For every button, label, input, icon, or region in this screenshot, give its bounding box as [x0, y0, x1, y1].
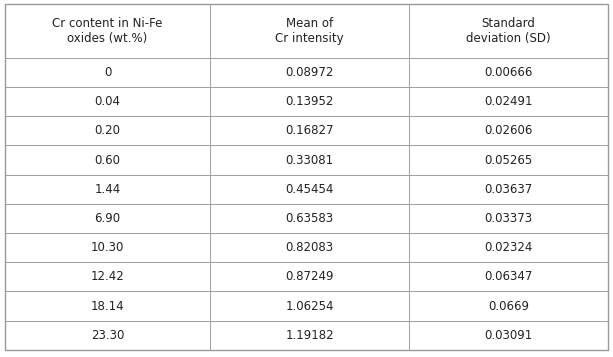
Text: 0.33081: 0.33081 — [286, 154, 333, 167]
Bar — [210, 233, 409, 262]
Text: 1.06254: 1.06254 — [285, 300, 333, 313]
Text: 0.06347: 0.06347 — [484, 270, 533, 283]
Text: 1.19182: 1.19182 — [285, 329, 334, 342]
Bar — [409, 116, 608, 145]
Text: 0.08972: 0.08972 — [285, 66, 333, 79]
Text: 0.02324: 0.02324 — [484, 241, 533, 254]
Text: Cr content in Ni-Fe
oxides (wt.%): Cr content in Ni-Fe oxides (wt.%) — [52, 17, 162, 45]
Text: 0.60: 0.60 — [94, 154, 120, 167]
Text: 23.30: 23.30 — [91, 329, 124, 342]
Bar — [5, 87, 210, 116]
Bar — [210, 204, 409, 233]
Text: 1.44: 1.44 — [94, 183, 121, 196]
Bar — [5, 291, 210, 321]
Bar — [5, 58, 210, 87]
Text: 0.20: 0.20 — [94, 124, 120, 137]
Bar — [210, 291, 409, 321]
Text: 0.16827: 0.16827 — [285, 124, 333, 137]
Text: 0.13952: 0.13952 — [285, 95, 333, 108]
Bar — [409, 58, 608, 87]
Bar — [210, 116, 409, 145]
Bar — [210, 4, 409, 58]
Text: 0: 0 — [104, 66, 111, 79]
Text: Mean of
Cr intensity: Mean of Cr intensity — [275, 17, 344, 45]
Text: 0.03637: 0.03637 — [484, 183, 533, 196]
Text: 0.03373: 0.03373 — [484, 212, 533, 225]
Text: Standard
deviation (SD): Standard deviation (SD) — [466, 17, 551, 45]
Text: 0.02606: 0.02606 — [484, 124, 533, 137]
Text: 0.02491: 0.02491 — [484, 95, 533, 108]
Text: KAERI: KAERI — [268, 139, 492, 204]
Bar — [210, 58, 409, 87]
Bar — [210, 87, 409, 116]
Text: 0.82083: 0.82083 — [286, 241, 333, 254]
Text: 0.05265: 0.05265 — [484, 154, 533, 167]
Text: 0.04: 0.04 — [94, 95, 120, 108]
Text: 0.0669: 0.0669 — [488, 300, 529, 313]
Bar — [409, 321, 608, 350]
Bar — [5, 204, 210, 233]
Bar — [409, 175, 608, 204]
Text: 0.00666: 0.00666 — [484, 66, 533, 79]
Bar — [409, 4, 608, 58]
Bar — [409, 87, 608, 116]
Bar — [409, 291, 608, 321]
Bar — [5, 4, 210, 58]
Text: 18.14: 18.14 — [91, 300, 124, 313]
Text: 12.42: 12.42 — [91, 270, 124, 283]
Text: 0.03091: 0.03091 — [484, 329, 533, 342]
Text: 0.63583: 0.63583 — [286, 212, 333, 225]
Bar — [5, 262, 210, 291]
Bar — [409, 145, 608, 175]
Bar — [210, 262, 409, 291]
Bar — [5, 321, 210, 350]
Bar — [210, 175, 409, 204]
Bar — [409, 262, 608, 291]
Bar — [210, 145, 409, 175]
Bar — [5, 233, 210, 262]
Bar — [5, 116, 210, 145]
Bar — [5, 145, 210, 175]
Text: 6.90: 6.90 — [94, 212, 121, 225]
Bar — [409, 233, 608, 262]
Bar — [5, 175, 210, 204]
Text: 10.30: 10.30 — [91, 241, 124, 254]
Text: 0.87249: 0.87249 — [285, 270, 333, 283]
Text: 0.45454: 0.45454 — [285, 183, 333, 196]
Bar — [210, 321, 409, 350]
Bar — [409, 204, 608, 233]
